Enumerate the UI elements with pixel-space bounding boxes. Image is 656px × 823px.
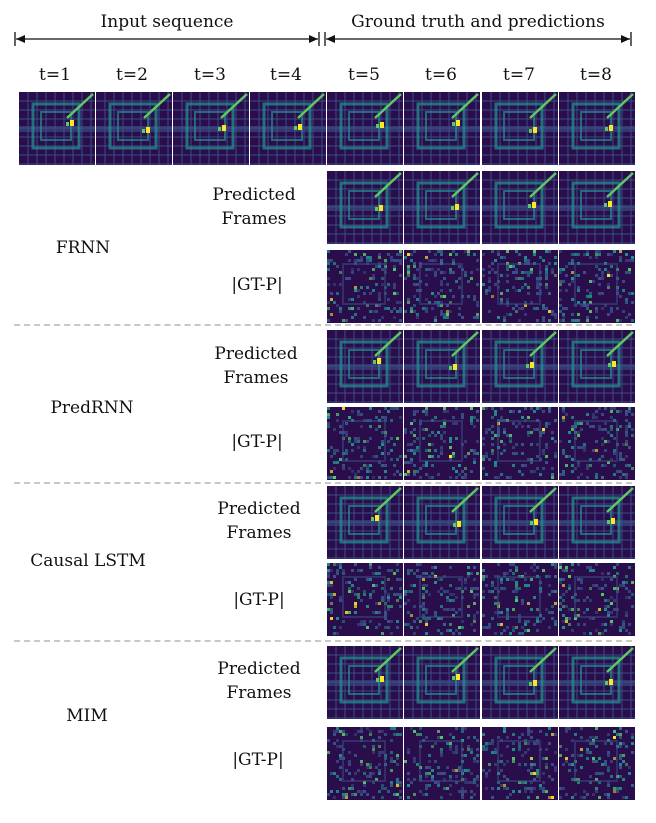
diff-heatmap-tile (327, 727, 403, 800)
predicted-frame-tile (404, 646, 480, 719)
predicted-frames-label: Predicted Frames (214, 342, 297, 390)
model-label-causal-lstm: Causal LSTM (30, 551, 146, 571)
input-sequence-header: Input sequence (100, 12, 234, 32)
model-label-mim: MIM (66, 706, 108, 726)
model-label-frnn: FRNN (55, 238, 111, 258)
input-frame-tile (96, 92, 172, 165)
frames-line: Frames (221, 209, 287, 229)
predicted-frame-tile (559, 171, 635, 244)
predicted-line: Predicted (214, 344, 298, 364)
predicted-frame-tile (559, 646, 635, 719)
diff-heatmap-tile (559, 407, 635, 480)
diff-heatmap-tile (404, 407, 480, 480)
input-frame-tile (482, 92, 558, 165)
input-frame-tile (173, 92, 249, 165)
ground-truth-header: Ground truth and predictions (351, 12, 605, 32)
predicted-frames-label: Predicted Frames (212, 183, 295, 231)
diff-label: |GT-P| (231, 432, 283, 452)
timestep-label-5: t=5 (348, 65, 380, 85)
predicted-line: Predicted (217, 659, 301, 679)
diff-heatmap-tile (404, 563, 480, 636)
predicted-frame-tile (327, 646, 403, 719)
diff-label: |GT-P| (231, 275, 283, 295)
predicted-frame-tile (559, 486, 635, 559)
predicted-frame-tile (482, 330, 558, 403)
diff-heatmap-tile (482, 727, 558, 800)
section-separator (14, 640, 632, 642)
predicted-frame-tile (482, 486, 558, 559)
diff-label: |GT-P| (233, 590, 285, 610)
section-separator (14, 482, 632, 484)
diff-heatmap-tile (559, 563, 635, 636)
predicted-frame-tile (327, 486, 403, 559)
predicted-frame-tile (327, 330, 403, 403)
predicted-frames-label: Predicted Frames (217, 657, 300, 705)
diff-label: |GT-P| (232, 750, 284, 770)
input-frame-tile (250, 92, 326, 165)
input-sequence-arrow (14, 32, 320, 46)
input-frame-tile (19, 92, 95, 165)
predicted-line: Predicted (217, 499, 301, 519)
diff-heatmap-tile (327, 563, 403, 636)
section-separator (14, 324, 632, 326)
timestep-label-6: t=6 (425, 65, 457, 85)
input-frame-tile (559, 92, 635, 165)
frames-line: Frames (226, 683, 292, 703)
predicted-frame-tile (482, 171, 558, 244)
input-frame-tile (404, 92, 480, 165)
predicted-frame-tile (404, 330, 480, 403)
timestep-label-3: t=3 (194, 65, 226, 85)
predicted-frame-tile (482, 646, 558, 719)
diff-heatmap-tile (482, 563, 558, 636)
predicted-frame-tile (327, 171, 403, 244)
diff-heatmap-tile (559, 727, 635, 800)
model-label-predrnn: PredRNN (50, 398, 134, 418)
predicted-frame-tile (404, 171, 480, 244)
diff-heatmap-tile (404, 727, 480, 800)
timestep-label-1: t=1 (39, 65, 71, 85)
timestep-label-4: t=4 (270, 65, 302, 85)
input-frame-tile (327, 92, 403, 165)
predicted-frames-label: Predicted Frames (217, 497, 300, 545)
diff-heatmap-tile (482, 250, 558, 323)
diff-heatmap-tile (327, 407, 403, 480)
diff-heatmap-tile (404, 250, 480, 323)
timestep-label-2: t=2 (116, 65, 148, 85)
timestep-label-8: t=8 (580, 65, 612, 85)
frames-line: Frames (226, 523, 292, 543)
diff-heatmap-tile (559, 250, 635, 323)
diff-heatmap-tile (327, 250, 403, 323)
diff-heatmap-tile (482, 407, 558, 480)
frames-line: Frames (223, 368, 289, 388)
timestep-label-7: t=7 (503, 65, 535, 85)
predicted-frame-tile (559, 330, 635, 403)
ground-truth-arrow (324, 32, 632, 46)
predicted-line: Predicted (212, 185, 296, 205)
predicted-frame-tile (404, 486, 480, 559)
